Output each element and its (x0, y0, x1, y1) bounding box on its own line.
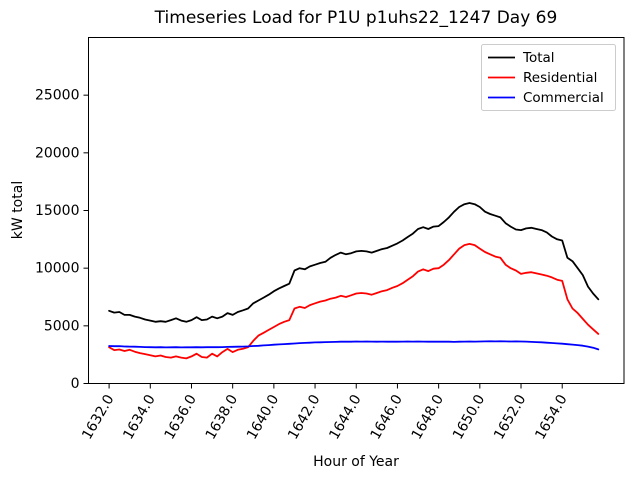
y-tick-label: 15000 (35, 203, 80, 219)
chart-title: Timeseries Load for P1U p1uhs22_1247 Day… (154, 8, 558, 28)
x-axis-ticks: 1632.0 1634.0 1636.0 1638.0 1640.0 1642.0 1644… (79, 383, 571, 442)
x-tick-label: 1636.0 (162, 392, 200, 442)
legend-label-commercial: Commercial (523, 90, 604, 106)
x-tick-label: 1642.0 (285, 392, 323, 442)
y-tick-label: 0 (71, 376, 80, 392)
x-tick-label: 1632.0 (79, 392, 117, 442)
series-line-commercial (108, 340, 600, 351)
series-line-total (108, 202, 600, 323)
legend-box (481, 44, 616, 111)
y-axis-ticks: 0 5000 10000 15000 20000 25000 (35, 88, 89, 392)
y-tick-label: 5000 (44, 318, 80, 334)
x-tick-label: 1634.0 (120, 392, 158, 442)
y-tick-label: 20000 (35, 145, 80, 161)
x-axis-label: Hour of Year (313, 454, 399, 470)
y-tick-label: 10000 (35, 261, 80, 277)
legend: Total Residential Commercial (481, 44, 616, 111)
series-line-residential (108, 242, 600, 360)
y-axis-label: kW total (10, 181, 26, 239)
x-tick-label: 1648.0 (409, 392, 447, 442)
legend-label-residential: Residential (523, 70, 597, 86)
x-tick-label: 1640.0 (244, 392, 282, 442)
x-tick-label: 1650.0 (450, 392, 488, 442)
legend-label-total: Total (522, 50, 555, 66)
legend-line-samples (488, 56, 515, 99)
y-tick-label: 25000 (35, 88, 80, 104)
x-tick-label: 1652.0 (491, 392, 529, 442)
x-tick-label: 1646.0 (368, 392, 406, 442)
x-tick-label: 1638.0 (203, 392, 241, 442)
x-tick-label: 1644.0 (326, 392, 364, 442)
x-tick-label: 1654.0 (532, 392, 570, 442)
plot-frame (88, 37, 625, 384)
data-series (108, 202, 600, 360)
